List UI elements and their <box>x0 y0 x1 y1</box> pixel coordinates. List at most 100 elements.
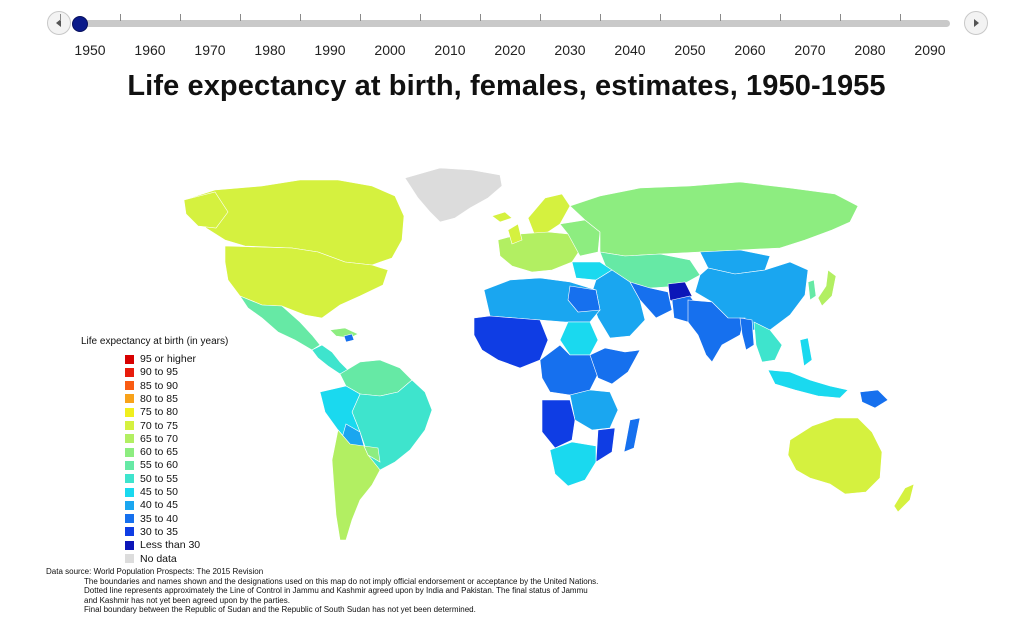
legend-label: 30 to 35 <box>140 525 178 538</box>
timeline-tick <box>780 14 781 21</box>
region-horn-of-africa <box>589 347 641 385</box>
disclaimer-line-1: The boundaries and names shown and the d… <box>84 576 599 586</box>
disclaimer-line-3: and Kashmir has not yet been agreed upon… <box>84 595 290 605</box>
legend-swatch <box>125 500 134 510</box>
timeline-tick <box>600 14 601 21</box>
timeline-tick <box>420 14 421 21</box>
legend-item: 85 to 90 <box>125 380 178 392</box>
legend-item: 80 to 85 <box>125 393 178 405</box>
region-korea <box>807 279 817 301</box>
previous-year-button[interactable] <box>47 11 71 35</box>
legend-swatch <box>125 421 134 430</box>
region-new-zealand <box>893 483 915 513</box>
legend-label: 65 to 70 <box>140 432 178 445</box>
region-australia <box>787 417 883 495</box>
year-label-2050[interactable]: 2050 <box>674 42 706 58</box>
legend-item: 50 to 55 <box>125 473 178 485</box>
region-indonesia <box>767 369 849 399</box>
timeline-tick <box>360 14 361 21</box>
region-japan <box>817 269 837 307</box>
region-madagascar <box>623 417 641 453</box>
year-label-1950[interactable]: 1950 <box>74 42 106 58</box>
region-southern-africa <box>549 441 597 487</box>
legend-label: 55 to 60 <box>140 459 178 472</box>
disclaimer-line-2: Dotted line represents approximately the… <box>84 586 588 596</box>
disclaimer-line-4: Final boundary between the Republic of S… <box>84 605 476 615</box>
legend-swatch <box>125 514 134 524</box>
legend-swatch <box>125 474 134 484</box>
region-png <box>859 389 889 409</box>
year-label-2080[interactable]: 2080 <box>854 42 886 58</box>
next-year-button[interactable] <box>964 11 988 35</box>
legend-swatch <box>125 394 134 404</box>
legend-item: 75 to 80 <box>125 406 178 418</box>
year-label-1960[interactable]: 1960 <box>134 42 166 58</box>
year-label-2040[interactable]: 2040 <box>614 42 646 58</box>
legend-label: 45 to 50 <box>140 486 178 498</box>
legend-swatch <box>125 354 134 364</box>
legend-item: 40 to 45 <box>125 499 178 511</box>
data-source: Data source: World Population Prospects:… <box>46 567 264 576</box>
legend-item: 60 to 65 <box>125 446 178 458</box>
legend-item: 65 to 70 <box>125 433 178 445</box>
region-india <box>687 299 746 363</box>
region-mozambique <box>595 427 616 463</box>
year-label-2000[interactable]: 2000 <box>374 42 406 58</box>
timeline-track[interactable] <box>78 20 950 27</box>
year-label-2090[interactable]: 2090 <box>914 42 946 58</box>
year-label-2060[interactable]: 2060 <box>734 42 766 58</box>
legend-item: 70 to 75 <box>125 420 178 432</box>
legend-label: 35 to 40 <box>140 512 178 525</box>
timeline-slider-handle[interactable] <box>72 16 88 32</box>
year-label-2070[interactable]: 2070 <box>794 42 826 58</box>
legend-swatch <box>125 554 134 563</box>
region-central-america <box>311 344 349 375</box>
region-greenland <box>404 167 503 223</box>
legend-item: 45 to 50 <box>125 486 178 498</box>
legend-swatch <box>125 381 134 391</box>
legend-item: 95 or higher <box>125 353 196 365</box>
year-label-1990[interactable]: 1990 <box>314 42 346 58</box>
legend-label: 60 to 65 <box>140 446 178 459</box>
legend-swatch <box>125 447 134 457</box>
region-iceland <box>491 211 513 223</box>
year-label-2020[interactable]: 2020 <box>494 42 526 58</box>
legend-label: Less than 30 <box>140 539 201 552</box>
region-east-africa <box>569 389 619 431</box>
legend-label: 40 to 45 <box>140 499 178 512</box>
region-northern-europe <box>527 193 571 237</box>
year-label-2010[interactable]: 2010 <box>434 42 466 58</box>
legend-swatch <box>125 540 134 550</box>
map-title: Life expectancy at birth, females, estim… <box>127 70 886 102</box>
timeline-tick <box>900 14 901 21</box>
legend-label: 75 to 80 <box>140 406 178 419</box>
region-canada <box>183 179 405 266</box>
region-egypt <box>567 285 601 313</box>
year-label-1980[interactable]: 1980 <box>254 42 286 58</box>
legend-swatch <box>125 407 134 417</box>
timeline-tick <box>540 14 541 21</box>
legend-label: 90 to 95 <box>140 366 178 379</box>
region-haiti <box>343 333 355 343</box>
legend-item: Less than 30 <box>125 539 200 551</box>
region-myanmar <box>739 317 755 351</box>
legend-title: Life expectancy at birth (in years) <box>81 336 229 347</box>
region-mexico <box>239 295 321 351</box>
timeline-tick <box>180 14 181 21</box>
legend-swatch <box>125 434 134 444</box>
region-usa <box>224 245 389 319</box>
chevron-left-icon <box>56 19 61 27</box>
timeline-tick <box>300 14 301 21</box>
legend-label: 85 to 90 <box>140 379 178 392</box>
legend-item: 30 to 35 <box>125 526 178 538</box>
source-notes: Data source: World Population Prospects:… <box>46 567 598 615</box>
legend-swatch <box>125 527 134 537</box>
region-uk <box>507 223 523 245</box>
year-label-2030[interactable]: 2030 <box>554 42 586 58</box>
year-label-1970[interactable]: 1970 <box>194 42 226 58</box>
timeline-tick <box>60 14 61 21</box>
region-west-africa <box>473 315 549 369</box>
timeline-tick <box>720 14 721 21</box>
legend-swatch <box>125 460 134 470</box>
